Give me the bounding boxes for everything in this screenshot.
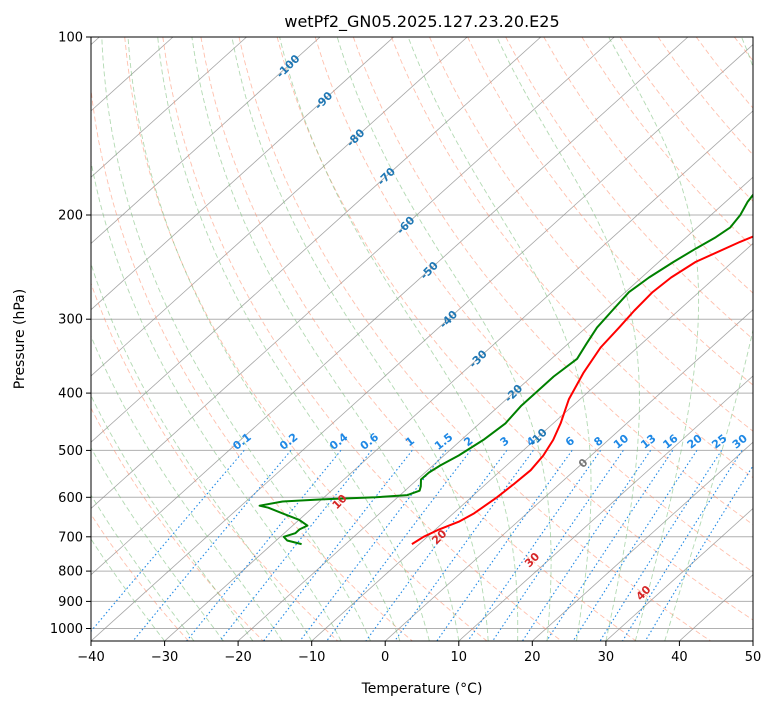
isotherm-line	[605, 507, 753, 641]
dry-adiabat-line	[124, 37, 488, 641]
y-tick-label: 600	[58, 491, 83, 506]
isotherm-line	[91, 37, 247, 178]
moist-adiabat-line	[91, 262, 313, 641]
y-tick-label: 100	[58, 31, 83, 46]
mixing-ratio-line	[522, 450, 652, 641]
dry-adiabat-line	[238, 37, 711, 641]
x-tick-label: −30	[151, 650, 178, 665]
pressure-grid	[91, 37, 753, 629]
dry-adiabat-line	[91, 282, 339, 641]
dry-adiabat-line	[314, 37, 753, 573]
moist-adiabat-line	[407, 37, 592, 641]
mixing-ratio-line	[546, 450, 674, 641]
dry-adiabat-line	[467, 37, 753, 386]
isotherm-line	[91, 37, 394, 311]
x-tick-label: −20	[224, 650, 251, 665]
axes: −40 −30 −20 −10 0 10 20 30 40 50 1000 900 800 700 600 5…	[50, 31, 761, 666]
dry-adiabat-line	[543, 37, 753, 294]
moist-adiabat-line	[101, 37, 371, 641]
isotherm-line	[91, 44, 753, 641]
isotherms	[91, 37, 753, 641]
x-tick-label: 30	[598, 650, 615, 665]
plot-area: 0.10.20.40.611.52346810131620253036-100-…	[90, 36, 771, 642]
mixing-ratio-line	[326, 450, 472, 641]
moist-adiabats	[91, 37, 753, 641]
dry-adiabat-line	[162, 37, 562, 641]
x-tick-label: 0	[381, 650, 389, 665]
isotherm-line	[311, 242, 753, 641]
isotherm-line	[458, 375, 753, 641]
mixing-ratio-line	[263, 450, 413, 641]
moist-adiabat-line	[191, 37, 460, 641]
mixing-ratio-line	[186, 450, 342, 641]
mixing-ratio-line	[91, 450, 245, 633]
y-axis-label: Pressure (hPa)	[12, 289, 28, 389]
isotherm-line	[164, 110, 753, 641]
mixing-ratio-line	[132, 450, 292, 641]
moist-adiabat-line	[91, 538, 165, 641]
moist-adiabat-line	[91, 335, 283, 641]
dry-adiabat-line	[352, 37, 753, 526]
mixing-ratio-line	[365, 450, 508, 641]
dry-adiabat-line	[276, 37, 753, 621]
moist-adiabat-line	[279, 37, 519, 641]
isotherm-line	[91, 37, 615, 510]
x-tick-label: −40	[77, 650, 104, 665]
isotherm-line	[91, 37, 689, 576]
x-tick-label: −10	[298, 650, 325, 665]
y-tick-label: 500	[58, 444, 83, 459]
moist-adiabat-line	[91, 446, 224, 641]
mixing-ratio-line	[644, 464, 753, 641]
isotherm-line	[91, 37, 321, 244]
mixing-ratio-line	[492, 450, 624, 641]
moist-adiabat-line	[496, 37, 640, 641]
mixing-ratio-label: 36	[751, 432, 771, 452]
isotherm-line	[91, 37, 468, 377]
mixing-ratio-line	[219, 450, 373, 641]
chart-title: wetPf2_GN05.2025.127.23.20.E25	[284, 12, 559, 32]
isotherm-line	[237, 176, 753, 641]
moist-adiabat-line	[157, 37, 430, 641]
dry-adiabat-line	[505, 37, 753, 340]
y-tick-label: 700	[58, 530, 83, 545]
dewpoint-profile-line	[258, 193, 753, 546]
moist-adiabat-line	[664, 37, 753, 641]
dry-adiabat-line	[91, 86, 413, 641]
mixing-ratio-lines	[91, 450, 753, 641]
moist-adiabat-line	[91, 394, 254, 641]
y-tick-label: 800	[58, 565, 83, 580]
moist-adiabat-line	[127, 37, 401, 641]
mixing-ratio-line	[622, 450, 743, 641]
moist-adiabat-line	[91, 494, 195, 641]
x-tick-label: 10	[451, 650, 468, 665]
isotherm-line	[384, 309, 753, 641]
y-tick-label: 300	[58, 313, 83, 328]
moist-adiabat-line	[608, 37, 700, 641]
y-tick-label: 200	[58, 209, 83, 224]
mixing-ratio-line	[436, 450, 573, 641]
x-tick-label: 40	[671, 650, 688, 665]
moist-adiabat-line	[91, 159, 342, 641]
temperature-profile-line	[411, 235, 753, 545]
x-tick-label: 20	[524, 650, 541, 665]
y-tick-label: 900	[58, 595, 83, 610]
isotherm-line	[532, 441, 753, 641]
x-axis-label: Temperature (°C)	[361, 681, 483, 697]
isotherm-line	[91, 37, 542, 443]
moist-adiabat-line	[231, 37, 489, 641]
y-tick-label: 400	[58, 387, 83, 402]
profile-series	[258, 193, 753, 546]
dry-adiabat-line	[91, 407, 264, 641]
y-tick-label: 1000	[50, 622, 83, 637]
x-tick-label: 50	[745, 650, 762, 665]
mixing-ratio-line	[467, 450, 602, 641]
